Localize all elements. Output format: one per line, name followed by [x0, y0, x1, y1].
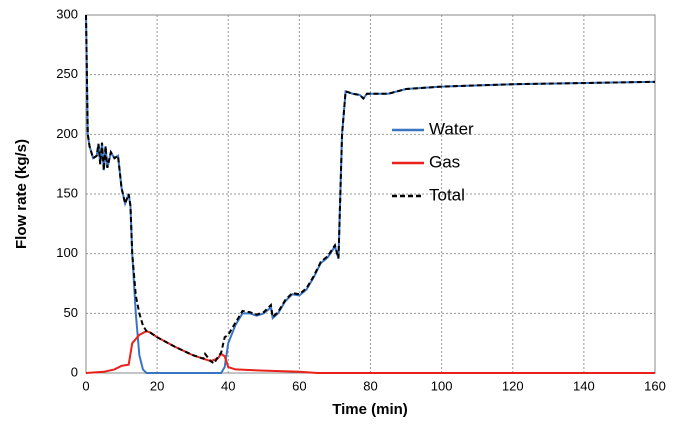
x-tick-label: 40	[221, 378, 235, 393]
y-tick-label: 200	[56, 126, 78, 141]
y-tick-label: 100	[56, 245, 78, 260]
legend-label: Water	[429, 119, 474, 138]
x-tick-label: 100	[431, 378, 453, 393]
x-tick-label: 80	[363, 378, 377, 393]
legend-label: Gas	[429, 152, 460, 171]
y-tick-label: 50	[64, 305, 78, 320]
x-tick-label: 60	[292, 378, 306, 393]
y-tick-label: 150	[56, 185, 78, 200]
x-tick-label: 20	[150, 378, 164, 393]
x-tick-label: 0	[82, 378, 89, 393]
y-tick-label: 0	[71, 364, 78, 379]
x-tick-label: 160	[644, 378, 666, 393]
legend-label: Total	[429, 185, 465, 204]
y-tick-label: 250	[56, 66, 78, 81]
y-tick-label: 300	[56, 6, 78, 21]
y-axis-label: Flow rate (kg/s)	[13, 139, 30, 249]
x-axis-label: Time (min)	[332, 401, 408, 418]
x-tick-label: 120	[502, 378, 524, 393]
series-line	[85, 14, 656, 365]
x-tick-label: 140	[573, 378, 595, 393]
